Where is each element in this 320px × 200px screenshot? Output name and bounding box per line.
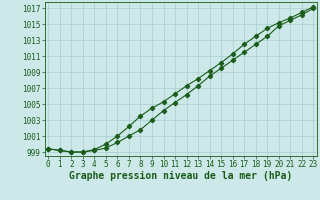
X-axis label: Graphe pression niveau de la mer (hPa): Graphe pression niveau de la mer (hPa) bbox=[69, 171, 292, 181]
